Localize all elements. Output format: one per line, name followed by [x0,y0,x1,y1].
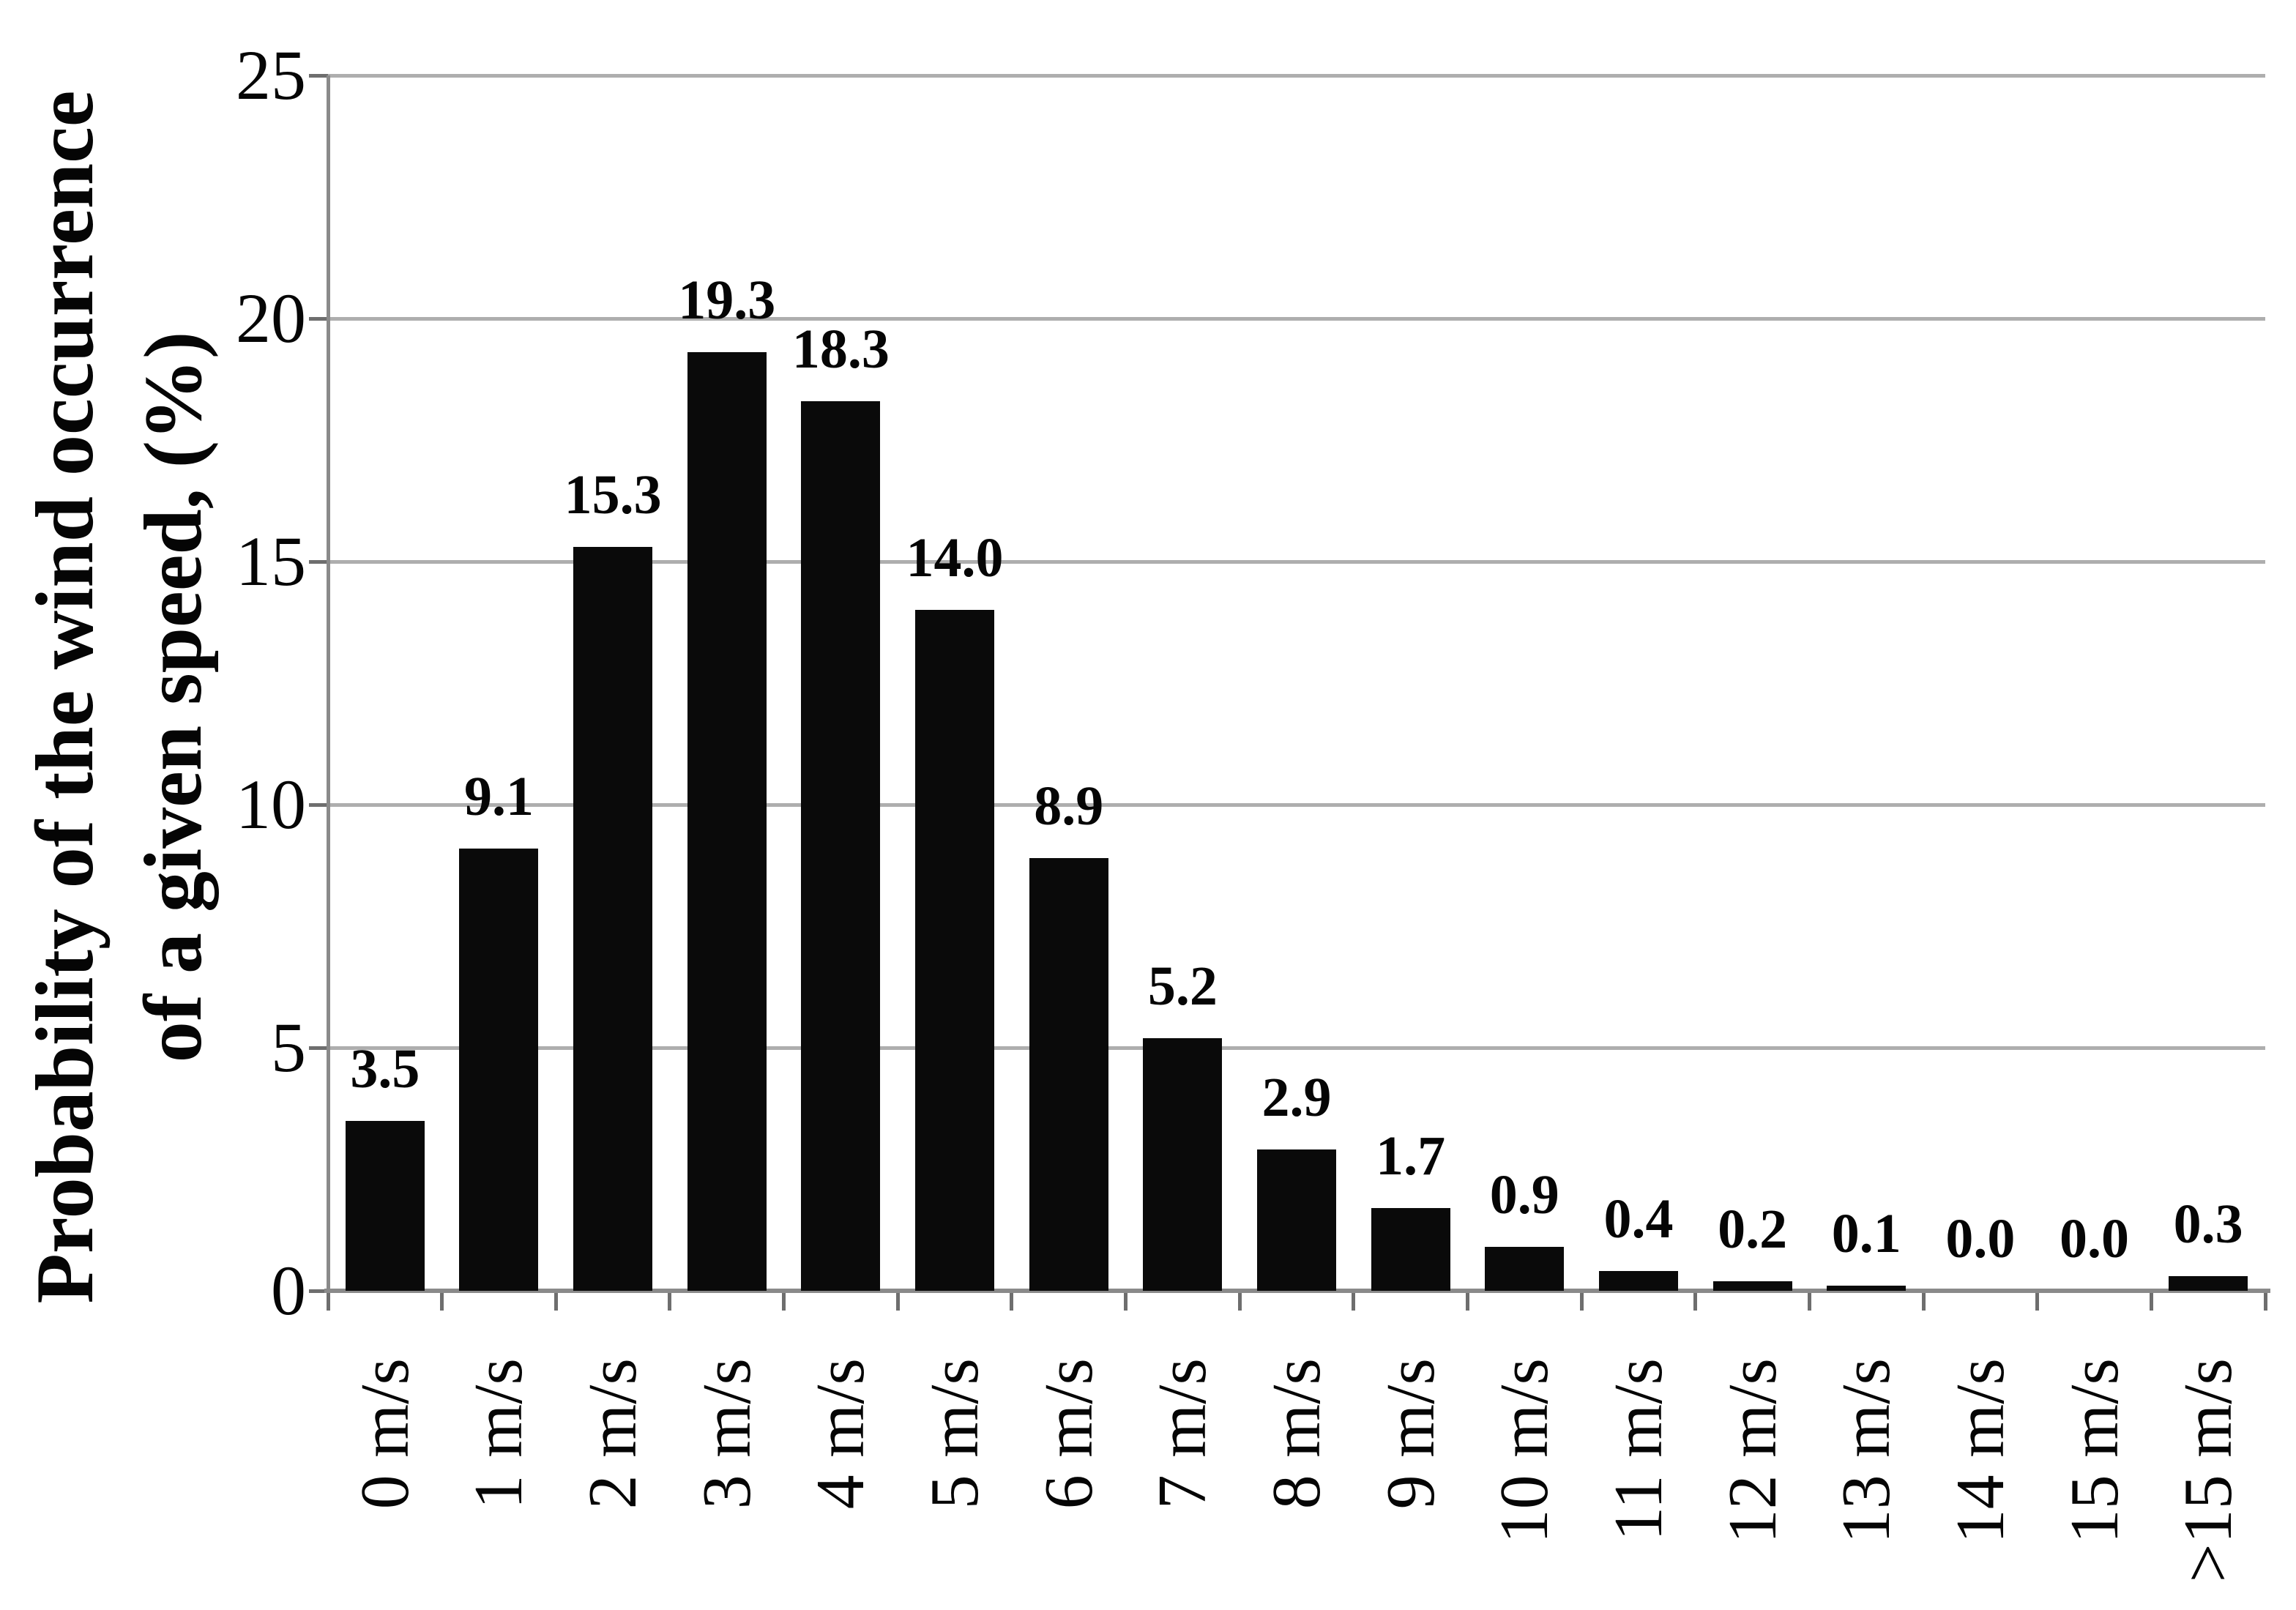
bar-value-label-13 m/s: 0.1 [1831,1203,1901,1265]
x-axis-label-7 m/s: 7 m/s [1144,1358,1221,1510]
gridline-5 [328,1046,2265,1050]
x-axis-tick-16 [2149,1293,2153,1311]
x-axis-label->15 m/s: >15 m/s [2170,1358,2247,1583]
bar-value-label-7 m/s: 5.2 [1147,955,1218,1017]
x-axis-tick-8 [1237,1293,1242,1311]
x-axis-tick-9 [1352,1293,1356,1311]
bar-value-label-3 m/s: 19.3 [678,269,776,332]
bar-value-label-4 m/s: 18.3 [791,318,890,380]
y-axis-tick-label-0: 0 [271,1251,306,1330]
x-axis-label-11 m/s: 11 m/s [1600,1358,1677,1541]
x-axis-label-10 m/s: 10 m/s [1486,1358,1563,1544]
bar-8 m/s [1257,1149,1336,1291]
x-axis-tick-3 [668,1293,672,1311]
x-axis-label-15 m/s: 15 m/s [2056,1358,2133,1544]
x-axis-tick-17 [2263,1293,2267,1311]
y-axis-tick-5 [309,1046,328,1050]
x-axis-label-0 m/s: 0 m/s [346,1358,423,1510]
bar-value-label-10 m/s: 0.9 [1489,1164,1559,1226]
bar-value-label-6 m/s: 8.9 [1034,775,1104,838]
x-axis-tick-0 [326,1293,330,1311]
bar-4 m/s [801,400,881,1291]
y-axis-tick-label-10: 10 [236,765,306,843]
x-axis-label-8 m/s: 8 m/s [1259,1358,1335,1510]
x-axis-tick-15 [2035,1293,2040,1311]
bar-value-label-11 m/s: 0.4 [1603,1188,1674,1251]
bar-value-label-15 m/s: 0.0 [2060,1208,2130,1270]
x-axis-tick-12 [1693,1293,1698,1311]
x-axis-tick-10 [1465,1293,1469,1311]
x-axis-line [324,1289,2270,1293]
bar-value-label-12 m/s: 0.2 [1718,1198,1788,1260]
bar-value-label-2 m/s: 15.3 [564,464,662,526]
x-axis-tick-1 [440,1293,444,1311]
x-axis-label-4 m/s: 4 m/s [802,1358,879,1510]
bar-3 m/s [687,352,767,1291]
y-axis-tick-25 [309,73,328,78]
y-axis-tick-15 [309,559,328,564]
x-axis-tick-13 [1807,1293,1811,1311]
y-axis-tick-label-15: 15 [236,522,306,600]
x-axis-tick-6 [1010,1293,1014,1311]
bar-value-label-8 m/s: 2.9 [1261,1067,1332,1129]
x-axis-label-3 m/s: 3 m/s [688,1358,765,1510]
bar-value-label-14 m/s: 0.0 [1945,1208,2016,1270]
gridline-25 [328,73,2265,78]
x-axis-tick-4 [782,1293,786,1311]
y-axis-tick-20 [309,316,328,321]
bar-0 m/s [345,1120,425,1291]
x-axis-label-12 m/s: 12 m/s [1714,1358,1791,1544]
gridline-20 [328,316,2265,321]
x-axis-label-6 m/s: 6 m/s [1030,1358,1107,1510]
x-axis-label-9 m/s: 9 m/s [1372,1358,1449,1510]
y-axis-tick-label-25: 25 [236,36,306,114]
x-axis-tick-5 [895,1293,900,1311]
x-axis-label-14 m/s: 14 m/s [1942,1358,2019,1544]
x-axis-tick-11 [1579,1293,1584,1311]
y-axis-tick-label-5: 5 [271,1008,306,1087]
x-axis-label-1 m/s: 1 m/s [461,1358,537,1510]
bar-6 m/s [1029,858,1108,1291]
x-axis-label-5 m/s: 5 m/s [917,1358,994,1510]
y-axis-tick-0 [309,1289,328,1293]
y-axis-tick-10 [309,802,328,807]
bar-7 m/s [1143,1037,1223,1291]
y-axis-line [327,75,330,1294]
bar-value-label-5 m/s: 14.0 [906,527,1004,589]
bar-11 m/s [1598,1271,1678,1291]
bar-12 m/s [1712,1281,1792,1291]
bar-value-label-1 m/s: 9.1 [463,765,534,827]
bar-1 m/s [459,848,539,1291]
gridline-15 [328,559,2265,564]
x-axis-label-13 m/s: 13 m/s [1828,1358,1905,1544]
gridline-10 [328,802,2265,807]
bar-value-label-0 m/s: 3.5 [350,1037,420,1100]
y-axis-tick-label-20: 20 [236,279,306,357]
x-axis-tick-7 [1124,1293,1128,1311]
bar-2 m/s [573,547,653,1291]
x-axis-label-2 m/s: 2 m/s [575,1358,652,1510]
bar-9 m/s [1371,1208,1450,1291]
bar-10 m/s [1485,1247,1565,1291]
bar-13 m/s [1827,1286,1906,1291]
bar->15 m/s [2169,1276,2248,1291]
bar-5 m/s [915,610,995,1291]
bar-value-label->15 m/s: 0.3 [2173,1193,2243,1256]
x-axis-tick-14 [1921,1293,1926,1311]
bar-value-label-9 m/s: 1.7 [1376,1125,1446,1188]
x-axis-tick-2 [554,1293,558,1311]
